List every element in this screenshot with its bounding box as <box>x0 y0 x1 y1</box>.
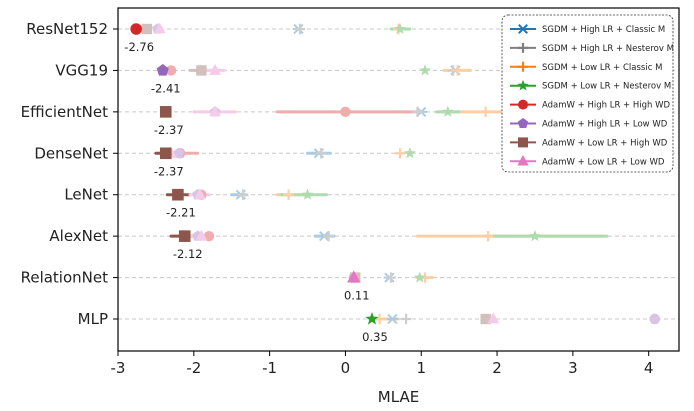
best-value-annotation: -2.37 <box>154 123 184 137</box>
legend-marker <box>518 42 528 53</box>
data-point <box>385 272 397 283</box>
x-tick-label: 0 <box>341 359 351 377</box>
data-point <box>386 313 399 325</box>
legend-entry: AdamW + High LR + Low WD <box>542 120 668 130</box>
category-label: MLP <box>78 310 108 328</box>
data-point <box>452 65 463 76</box>
data-point <box>153 22 166 34</box>
legend-entry: AdamW + Low LR + Low WD <box>542 157 665 167</box>
best-value-annotation: -2.76 <box>124 40 154 54</box>
data-point <box>195 229 208 241</box>
legend-marker <box>517 24 529 34</box>
x-tick-label: 2 <box>492 359 502 377</box>
legend: SGDM + High LR + Classic M SGDM + High LR… <box>501 14 674 173</box>
data-point <box>141 23 153 35</box>
best-value-annotation: 0.11 <box>344 289 370 303</box>
marks-layer <box>130 22 661 325</box>
data-point <box>165 65 177 76</box>
data-point <box>394 148 406 159</box>
best-data-point <box>178 230 191 242</box>
data-point <box>441 105 454 117</box>
best-data-point <box>347 270 361 283</box>
best-value-annotation: -2.12 <box>173 247 203 261</box>
ticks-layer: -3 -2 -1 0 1 2 3 4 <box>111 28 654 377</box>
data-point <box>193 188 206 200</box>
data-point <box>480 106 491 118</box>
labels-layer: ResNet152 VGG19 EfficientNet DenseNet LeNet A… <box>21 20 388 344</box>
legend-entry: SGDM + High LR + Nesterov M <box>542 44 674 54</box>
data-point <box>294 23 306 35</box>
legend-marker <box>518 137 528 148</box>
data-point <box>323 230 334 242</box>
legend-entry: AdamW + Low LR + High WD <box>542 138 668 148</box>
data-point <box>419 64 431 76</box>
legend-entry: AdamW + High LR + High WD <box>542 101 671 111</box>
data-point <box>480 313 491 325</box>
best-data-point <box>172 188 184 201</box>
legend-entry: SGDM + Low LR + Nesterov M <box>542 82 671 92</box>
legend-marker <box>517 118 529 128</box>
category-label: RelationNet <box>21 269 109 287</box>
x-tick-label: 4 <box>644 359 654 377</box>
x-tick-label: 1 <box>416 359 426 377</box>
data-point <box>529 229 541 242</box>
data-point <box>413 271 426 283</box>
category-label: LeNet <box>64 186 108 204</box>
best-value-annotation: -2.41 <box>151 81 181 95</box>
category-label: ResNet152 <box>26 20 108 38</box>
data-point <box>394 22 406 35</box>
data-point <box>173 147 185 158</box>
data-point <box>482 230 494 242</box>
data-point <box>403 147 416 159</box>
best-data-point <box>156 64 169 76</box>
data-point <box>315 148 327 159</box>
data-point <box>237 189 249 200</box>
legend-entry: SGDM + Low LR + Classic M <box>542 63 662 73</box>
x-tick-label: 3 <box>568 359 578 377</box>
best-data-point <box>130 23 142 35</box>
best-value-annotation: 0.35 <box>362 330 388 344</box>
x-tick-label: -2 <box>186 359 201 377</box>
best-value-annotation: -2.37 <box>154 164 184 178</box>
plot-frame <box>117 7 680 352</box>
best-data-point <box>159 106 172 118</box>
data-point <box>412 106 423 118</box>
x-axis-label: MLAE <box>378 388 419 406</box>
x-tick-label: -3 <box>111 359 126 377</box>
best-value-annotation: -2.21 <box>166 206 196 220</box>
best-data-point <box>159 147 172 160</box>
data-point <box>196 65 207 76</box>
best-data-point <box>365 312 379 325</box>
category-label: AlexNet <box>49 227 108 245</box>
legend-marker <box>517 79 529 91</box>
category-label: VGG19 <box>55 61 108 79</box>
category-label: DenseNet <box>34 144 108 162</box>
legend-marker <box>517 155 529 166</box>
legend-box <box>501 14 674 173</box>
legend-marker <box>518 61 528 72</box>
data-point <box>340 106 351 118</box>
data-point <box>400 313 412 325</box>
data-point <box>487 312 500 324</box>
data-point <box>283 189 294 200</box>
data-point <box>209 105 222 117</box>
data-point <box>301 188 314 200</box>
data-point <box>649 313 661 324</box>
legend-entry: SGDM + High LR + Classic M <box>542 25 665 35</box>
data-point <box>209 63 222 75</box>
data-point <box>374 313 385 325</box>
x-tick-label: -1 <box>262 359 277 377</box>
legend-marker <box>518 99 528 110</box>
category-label: EfficientNet <box>21 103 108 121</box>
